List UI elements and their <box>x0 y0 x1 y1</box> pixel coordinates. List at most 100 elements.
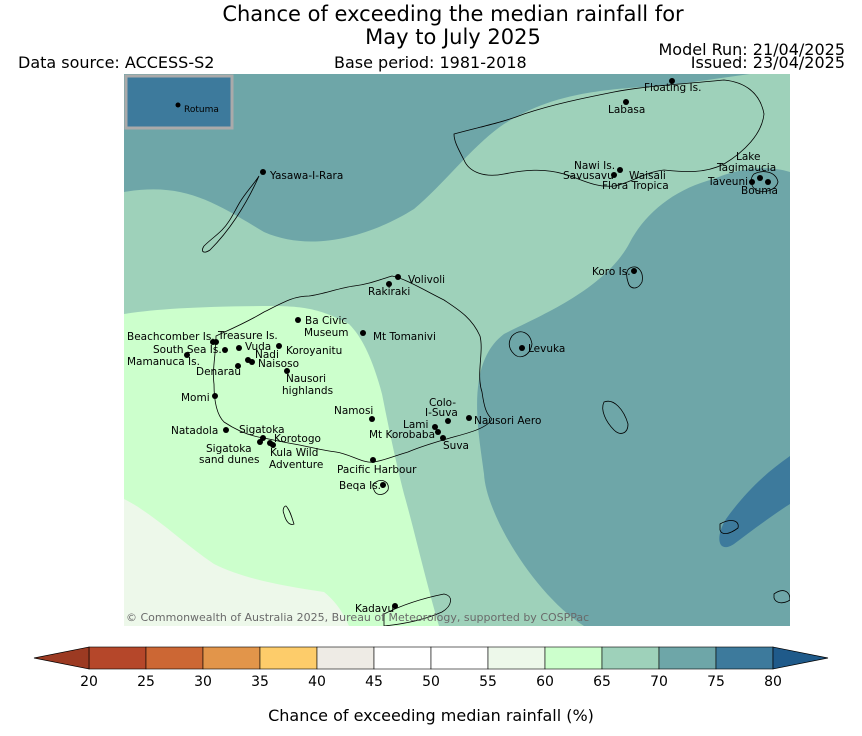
colorbar-tick-label: 40 <box>308 674 326 690</box>
colorbar-cell <box>259 646 318 670</box>
dot-colo-i-suva <box>445 418 451 424</box>
gau-coast <box>602 400 629 434</box>
dot-volivoli <box>395 274 401 280</box>
label-koroyanitu: Koroyanitu <box>286 345 342 357</box>
dot-momi <box>212 393 218 399</box>
dot-denarau <box>235 363 241 369</box>
dot-levuka <box>519 345 525 351</box>
label-colo: Colo- <box>429 397 456 409</box>
dot-lami <box>432 424 438 430</box>
vanua-levu-coast <box>453 79 765 187</box>
label-i-suva: I-Suva <box>425 407 458 419</box>
label-taveuni: Taveuni <box>707 176 748 188</box>
label-south-sea: South Sea Is. <box>153 344 222 356</box>
dot-tomanivi <box>360 330 366 336</box>
colorbar: 20 25 30 35 40 45 50 55 60 65 70 75 80 <box>33 646 829 690</box>
dot-mamanuca <box>184 352 190 358</box>
colorbar-ticks: 20 25 30 35 40 45 50 55 60 65 70 75 80 <box>80 674 782 690</box>
copyright-notice: © Commonwealth of Australia 2025, Bureau… <box>126 611 589 624</box>
zone-60-65 <box>124 306 439 626</box>
dot-south-sea <box>222 347 228 353</box>
label-sigatoka: Sigatoka <box>239 424 285 436</box>
label-natadola: Natadola <box>171 425 218 437</box>
dot-bouma <box>765 179 771 185</box>
dot-sigatoka-dunes <box>257 439 263 445</box>
colorbar-tick-label: 65 <box>593 674 611 690</box>
label-rakiraki: Rakiraki <box>368 286 410 298</box>
label-suva: Suva <box>443 440 469 452</box>
colorbar-low-extend <box>33 646 90 670</box>
label-yasawa: Yasawa-I-Rara <box>269 170 343 182</box>
dot-naisoso <box>249 359 255 365</box>
dot-yasawa <box>260 169 266 175</box>
colorbar-label: Chance of exceeding median rainfall (%) <box>268 706 594 725</box>
zone-75-80-southeast <box>719 456 790 548</box>
label-nausori-aero: Nausori Aero <box>474 415 541 427</box>
label-ba-civic: Ba Civic <box>305 315 347 327</box>
label-lami: Lami <box>403 419 428 431</box>
colorbar-cell <box>373 646 432 670</box>
colorbar-high-extend <box>772 646 829 670</box>
label-lake: Lake <box>736 151 760 163</box>
dot-vuda <box>236 345 242 351</box>
label-flora-tropica: Flora Tropica <box>602 180 669 192</box>
colorbar-tick-label: 30 <box>194 674 212 690</box>
colorbar-cells <box>88 646 774 670</box>
dot-natadola <box>223 427 229 433</box>
label-vuda: Vuda <box>245 341 271 353</box>
colorbar-cell <box>202 646 261 670</box>
colorbar-tick-label: 70 <box>650 674 668 690</box>
koro-coast <box>626 266 643 289</box>
dot-koroyanitu <box>276 343 282 349</box>
data-source: Data source: ACCESS-S2 <box>18 53 215 72</box>
label-nadi: Nadi <box>255 349 279 361</box>
colorbar-tick-label: 60 <box>536 674 554 690</box>
label-museum: Museum <box>304 327 349 339</box>
dot-taveuni <box>749 179 755 185</box>
label-momi: Momi <box>181 392 210 404</box>
label-denarau: Denarau <box>196 366 241 378</box>
colorbar-tick-label: 50 <box>422 674 440 690</box>
colorbar-cell <box>145 646 204 670</box>
label-levuka: Levuka <box>528 343 565 355</box>
label-korotogo: Korotogo <box>274 433 321 445</box>
ovalau-coast <box>508 331 533 358</box>
label-waisali: Waisali <box>629 170 666 182</box>
dot-nausori-aero <box>466 415 472 421</box>
label-tagimaucia: Tagimaucia <box>716 162 776 174</box>
label-sigatoka-2: Sigatoka <box>206 443 252 455</box>
dot-rakiraki <box>386 281 392 287</box>
inset-rotuma-dot <box>175 102 181 108</box>
label-beqa: Beqa Is. <box>339 480 381 492</box>
dot-mt-korobaba <box>435 429 441 435</box>
base-period: Base period: 1981-2018 <box>334 53 527 72</box>
colorbar-tick-label: 20 <box>80 674 98 690</box>
dot-koro <box>631 268 637 274</box>
label-treasure: Treasure Is. <box>217 330 278 342</box>
colorbar-tick-label: 35 <box>251 674 269 690</box>
label-kula: Kula Wild <box>270 447 318 459</box>
colorbar-cell <box>601 646 660 670</box>
inset-rotuma-label: Rotuma <box>184 105 219 115</box>
colorbar-tick-label: 25 <box>137 674 155 690</box>
vatulele-coast <box>282 505 295 525</box>
label-volivoli: Volivoli <box>408 274 445 286</box>
label-highlands: highlands <box>282 385 333 397</box>
place-dots <box>184 78 771 609</box>
zone-55-60 <box>124 499 349 626</box>
label-mamanuca: Mamanuca Is. <box>127 356 200 368</box>
dot-namosi <box>369 416 375 422</box>
label-koro: Koro Is. <box>592 266 631 278</box>
dot-kadavu <box>392 603 398 609</box>
label-mt-korobaba: Mt Korobaba <box>369 429 435 441</box>
inset-frame <box>124 74 234 130</box>
dot-labasa <box>623 99 629 105</box>
lau-island-2 <box>773 590 790 604</box>
label-adventure: Adventure <box>269 459 323 471</box>
label-nausori: Nausori <box>286 373 326 385</box>
label-tomanivi: Mt Tomanivi <box>373 331 436 343</box>
colorbar-cell <box>487 646 546 670</box>
colorbar-cell <box>715 646 774 670</box>
place-labels: Floating Is. Labasa Yasawa-I-Rara Nawi I… <box>127 82 778 615</box>
dot-savusavu <box>611 172 617 178</box>
